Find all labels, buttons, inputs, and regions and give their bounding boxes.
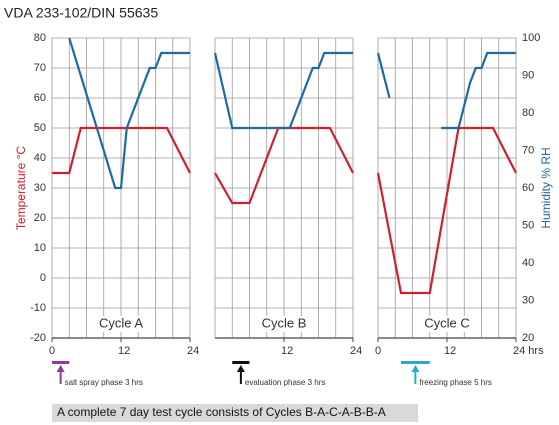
y2-tick-label: 20 bbox=[522, 332, 534, 344]
cycle-label-bg bbox=[417, 316, 477, 332]
data-line bbox=[52, 126, 191, 175]
phase-label: freezing phase 5 hrs bbox=[419, 378, 492, 387]
y-tick-label: 40 bbox=[34, 152, 46, 164]
x-tick-label: 12 bbox=[118, 345, 130, 357]
x-tick-label: 0 bbox=[49, 345, 55, 357]
phase-arrowhead bbox=[236, 365, 245, 372]
data-line bbox=[214, 126, 354, 205]
y-tick-label: -20 bbox=[30, 332, 46, 344]
footer: A complete 7 day test cycle consists of … bbox=[57, 405, 386, 419]
y-tick-label: 30 bbox=[34, 182, 46, 194]
cycle-label: Cycle C bbox=[424, 315, 470, 330]
phase-arrowhead bbox=[411, 365, 420, 372]
y-tick-label: 20 bbox=[34, 212, 46, 224]
y-tick-label: 60 bbox=[34, 92, 46, 104]
x-tick-label: 0 bbox=[375, 345, 381, 357]
y-tick-label: 80 bbox=[34, 32, 46, 44]
cycle-label-bg bbox=[91, 316, 151, 332]
y2-tick-label: 80 bbox=[522, 107, 534, 119]
x-tick-label: 24 hrs bbox=[513, 345, 544, 357]
y-tick-label: 70 bbox=[34, 62, 46, 74]
y2-tick-label: 100 bbox=[522, 32, 540, 44]
y-tick-label: 50 bbox=[34, 122, 46, 134]
y2-tick-label: 90 bbox=[522, 69, 534, 81]
phase-label: salt spray phase 3 hrs bbox=[65, 378, 143, 387]
phase-bar bbox=[52, 361, 70, 364]
y2-tick-label: 60 bbox=[522, 182, 534, 194]
footer-box bbox=[52, 404, 418, 422]
y-tick-label: 10 bbox=[34, 242, 46, 254]
y2-tick-label: 50 bbox=[522, 219, 534, 231]
chart-title: VDA 233-102/DIN 55635 bbox=[4, 5, 158, 21]
data-line bbox=[376, 126, 517, 295]
phase-bar bbox=[232, 361, 250, 364]
y2-axis-label: Humidity % RH bbox=[539, 147, 553, 228]
x-tick-label: 12 bbox=[444, 345, 456, 357]
x-tick-label: 12 bbox=[281, 345, 293, 357]
x-tick-label: 24 bbox=[187, 345, 199, 357]
cycle-label: Cycle B bbox=[262, 315, 307, 330]
data-line bbox=[376, 52, 391, 99]
y2-tick-label: 70 bbox=[522, 144, 534, 156]
y2-tick-label: 30 bbox=[522, 294, 534, 306]
cycle-label: Cycle A bbox=[99, 315, 143, 330]
phase-arrowhead bbox=[56, 365, 65, 372]
data-line bbox=[68, 37, 190, 190]
x-tick-label: 24 bbox=[350, 345, 362, 357]
cycle-label-bg bbox=[254, 316, 314, 332]
data-line bbox=[441, 51, 516, 130]
y-tick-label: -10 bbox=[30, 302, 46, 314]
y2-tick-label: 40 bbox=[522, 257, 534, 269]
data-line bbox=[213, 51, 353, 130]
y-axis-label: Temperature °C bbox=[14, 146, 28, 230]
phase-label: evaluation phase 3 hrs bbox=[245, 378, 326, 387]
y-tick-label: 0 bbox=[40, 272, 46, 284]
phase-bar bbox=[401, 361, 430, 364]
